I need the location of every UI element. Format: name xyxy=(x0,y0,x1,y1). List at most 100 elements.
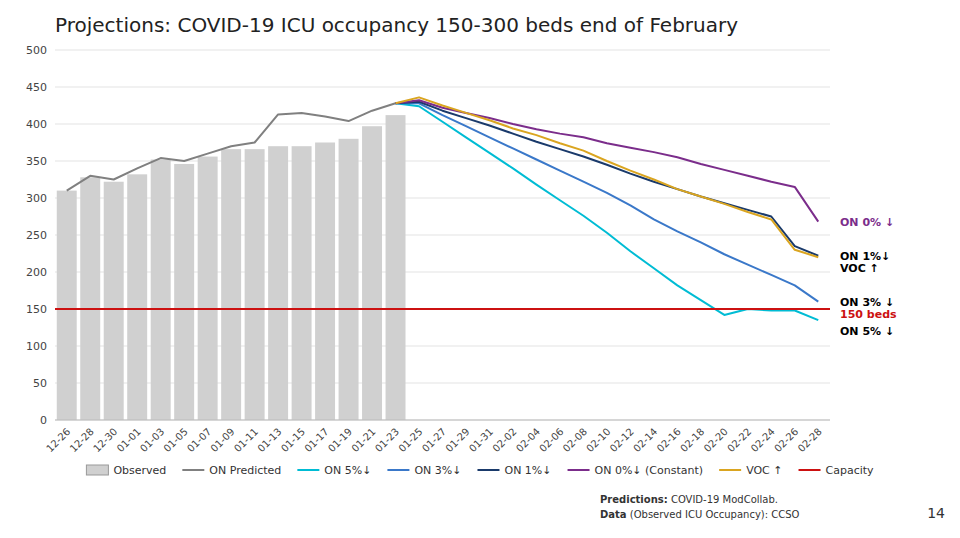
x-tick-label: 01-17 xyxy=(302,426,330,454)
grid-line xyxy=(55,309,830,310)
legend-swatch xyxy=(86,465,108,475)
legend-label: Observed xyxy=(113,464,166,477)
x-tick-label: 02-02 xyxy=(490,426,518,454)
legend-label: ON 5%↓ xyxy=(324,464,371,477)
y-tick-label: 200 xyxy=(26,266,47,279)
legend-label: ON Predicted xyxy=(209,464,281,477)
x-tick-label: 01-09 xyxy=(208,426,236,454)
bar xyxy=(104,182,124,420)
x-tick-label: 02-22 xyxy=(725,426,753,454)
legend-item: Observed xyxy=(86,464,166,477)
legend-label: VOC ↑ xyxy=(746,464,782,477)
grid-line xyxy=(55,272,830,273)
legend-swatch xyxy=(182,469,204,471)
x-tick-label: 02-04 xyxy=(514,426,542,454)
line xyxy=(396,103,819,301)
annotation: ON 5% ↓ xyxy=(840,325,894,338)
y-tick-label: 250 xyxy=(26,229,47,242)
chart: Projections: COVID-19 ICU occupancy 150-… xyxy=(0,0,960,538)
x-tick-label: 01-15 xyxy=(279,426,307,454)
x-tick-label: 01-21 xyxy=(349,426,377,454)
grid xyxy=(55,50,830,420)
footnote: Predictions: COVID-19 ModCollab. xyxy=(600,494,778,505)
x-axis-line xyxy=(55,420,830,421)
footnote-bold: Predictions: xyxy=(600,494,668,505)
x-tick-label: 01-23 xyxy=(373,426,401,454)
y-tick-label: 300 xyxy=(26,192,47,205)
x-tick-label: 01-27 xyxy=(420,426,448,454)
x-tick-label: 02-16 xyxy=(655,426,683,454)
legend: Observed ON Predicted ON 5%↓ ON 3%↓ ON 1%↓ ON… xyxy=(86,464,874,477)
x-tick-label: 02-08 xyxy=(561,426,589,454)
x-tick-label: 02-26 xyxy=(772,426,800,454)
grid-line xyxy=(55,420,830,421)
line xyxy=(396,97,819,257)
x-tick-label: 01-25 xyxy=(396,426,424,454)
legend-swatch xyxy=(387,469,409,471)
grid-line xyxy=(55,198,830,199)
x-tick-label: 01-31 xyxy=(467,426,495,454)
x-tick-label: 02-10 xyxy=(584,426,612,454)
bar xyxy=(221,149,241,420)
capacity-line xyxy=(55,308,830,310)
x-tick-label: 01-29 xyxy=(443,426,471,454)
annotation: VOC ↑ xyxy=(840,262,879,275)
legend-label: Capacity xyxy=(826,464,875,477)
legend-item: ON 3%↓ xyxy=(387,464,461,477)
annotation: 150 beds xyxy=(840,308,897,321)
y-tick-label: 450 xyxy=(26,81,47,94)
bar xyxy=(362,126,382,420)
legend-item: ON Predicted xyxy=(182,464,281,477)
x-tick-label: 02-18 xyxy=(678,426,706,454)
annotation: ON 0% ↓ xyxy=(840,216,894,229)
x-tick-label: 02-28 xyxy=(796,426,824,454)
bar xyxy=(339,139,359,420)
bar xyxy=(292,146,312,420)
grid-line xyxy=(55,161,830,162)
bar xyxy=(245,149,265,420)
plot-area xyxy=(55,97,830,420)
legend-swatch xyxy=(719,469,741,471)
grid-line xyxy=(55,50,830,51)
page-number: 14 xyxy=(927,505,945,521)
legend-item: VOC ↑ xyxy=(719,464,782,477)
y-tick-label: 0 xyxy=(40,414,47,427)
x-tick-label: 02-06 xyxy=(537,426,565,454)
legend-item: ON 0%↓ (Constant) xyxy=(568,464,704,477)
bar xyxy=(80,177,100,420)
footnote: Data (Observed ICU Occupancy): CCSO xyxy=(600,509,800,520)
x-tick-label: 01-01 xyxy=(115,426,143,454)
line xyxy=(67,103,396,190)
x-tick-label: 12-30 xyxy=(91,426,119,454)
x-tick-label: 01-19 xyxy=(326,426,354,454)
footnote-text: COVID-19 ModCollab. xyxy=(668,494,778,505)
legend-label: ON 1%↓ xyxy=(504,464,551,477)
bar xyxy=(174,164,194,420)
bar xyxy=(315,143,335,421)
x-tick-label: 12-26 xyxy=(44,426,72,454)
grid-line xyxy=(55,87,830,88)
x-tick-label: 02-12 xyxy=(608,426,636,454)
x-tick-label: 01-03 xyxy=(138,426,166,454)
bar xyxy=(57,191,77,420)
y-tick-label: 400 xyxy=(26,118,47,131)
y-tick-label: 350 xyxy=(26,155,47,168)
bar xyxy=(386,115,406,420)
y-tick-label: 50 xyxy=(33,377,47,390)
x-tick-label: 01-05 xyxy=(161,426,189,454)
x-tick-label: 02-24 xyxy=(749,426,777,454)
x-tick-label: 12-28 xyxy=(68,426,96,454)
bar xyxy=(127,174,147,420)
footnote-text: (Observed ICU Occupancy): CCSO xyxy=(627,509,800,520)
x-tick-label: 02-14 xyxy=(631,426,659,454)
x-tick-label: 01-13 xyxy=(255,426,283,454)
legend-swatch xyxy=(799,469,821,471)
grid-line xyxy=(55,383,830,384)
y-tick-label: 100 xyxy=(26,340,47,353)
legend-item: ON 1%↓ xyxy=(477,464,551,477)
title: Projections: COVID-19 ICU occupancy 150-… xyxy=(55,13,738,37)
bar xyxy=(151,160,171,420)
footnote-bold: Data xyxy=(600,509,627,520)
x-tick-label: 01-11 xyxy=(232,426,260,454)
x-tick-label: 01-07 xyxy=(185,426,213,454)
